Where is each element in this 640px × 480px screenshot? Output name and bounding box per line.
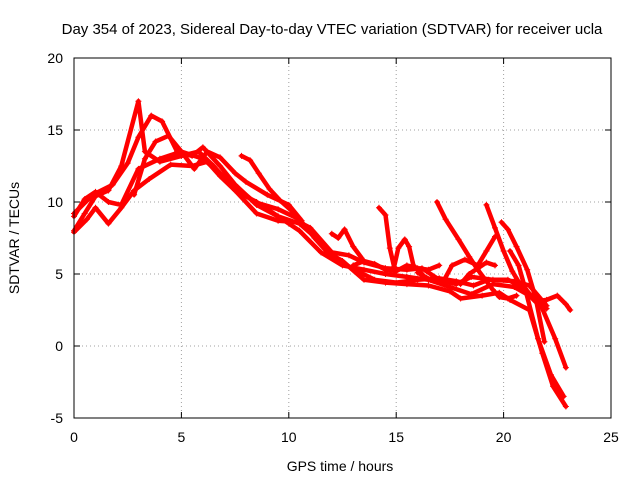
track-6-markers <box>238 152 297 216</box>
axis-ticks <box>73 57 612 419</box>
track-1-group <box>71 98 569 371</box>
y-tick-label: 10 <box>47 194 63 210</box>
y-tick-label: 5 <box>55 266 63 282</box>
x-axis-label: GPS time / hours <box>287 458 394 474</box>
tick-labels: 0 5 10 15 20 25 -5 0 5 10 15 20 <box>47 50 619 445</box>
y-axis-label: SDTVAR / TECUs <box>6 182 22 294</box>
track-1-line <box>71 98 569 370</box>
track-15-group <box>328 226 365 262</box>
x-tick-label: 15 <box>388 429 404 445</box>
track-10-group <box>457 259 498 288</box>
track-13-line <box>507 248 573 313</box>
x-tick-label: 10 <box>281 429 297 445</box>
track-5-group <box>131 132 305 224</box>
grid-lines <box>74 58 611 418</box>
track-5-markers <box>131 132 305 224</box>
track-10-markers <box>457 259 498 288</box>
track-14-group <box>350 258 443 275</box>
track-15-markers <box>328 226 365 262</box>
plot-frame <box>73 57 612 419</box>
y-tick-label: 0 <box>55 338 63 354</box>
data-series <box>71 98 574 410</box>
track-1-markers <box>71 98 569 371</box>
track-12-line <box>499 219 547 344</box>
track-12-group <box>498 219 548 345</box>
y-tick-label: 20 <box>47 50 63 66</box>
track-3-line <box>71 149 569 409</box>
track-14-markers <box>350 258 443 275</box>
track-13-markers <box>507 248 574 313</box>
track-13-group <box>507 248 574 313</box>
track-6-line <box>239 153 296 215</box>
y-tick-label: -5 <box>51 410 64 426</box>
track-8-group <box>434 199 520 302</box>
chart-title: Day 354 of 2023, Sidereal Day-to-day VTE… <box>62 21 603 38</box>
track-6-group <box>238 152 297 216</box>
track-8-line <box>434 199 519 301</box>
x-tick-label: 5 <box>178 429 186 445</box>
x-tick-label: 25 <box>603 429 619 445</box>
x-tick-label: 0 <box>70 429 78 445</box>
y-tick-label: 15 <box>47 122 63 138</box>
x-tick-label: 20 <box>496 429 512 445</box>
